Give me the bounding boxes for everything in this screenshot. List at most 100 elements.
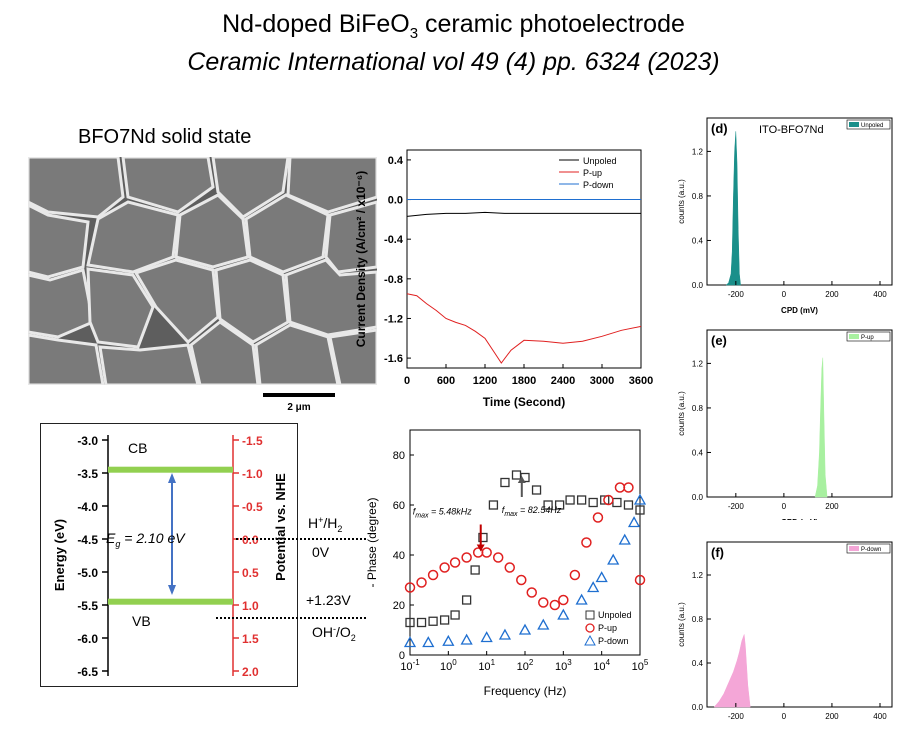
data-point-unpoled <box>439 615 450 625</box>
energy-tick-label: -4.0 <box>77 500 98 514</box>
data-point-unpoled <box>588 497 598 508</box>
potential-tick-label: 2.0 <box>242 665 259 679</box>
histogram-area <box>814 357 828 498</box>
data-point-p-up <box>449 557 461 568</box>
x-tick-label: 200 <box>825 290 839 299</box>
y-tick-label: -1.2 <box>384 313 403 325</box>
y-tick-label: -1.6 <box>384 353 403 365</box>
cpd-histogram-p-down: 0.0 0.4 0.8 1.2 -200 0 200 400 counts (a.u.) (f) P… <box>677 541 893 721</box>
annotation-fmax: fmax = 5.48kHz <box>413 507 473 520</box>
scale-bar-label: 2 μm <box>287 402 311 413</box>
data-point-unpoled <box>428 616 438 626</box>
y-tick-label: 0.4 <box>692 236 704 245</box>
data-point-unpoled <box>623 500 634 510</box>
data-point-p-down <box>442 634 455 646</box>
data-point-unpoled <box>405 617 415 628</box>
data-point-p-up <box>569 569 581 581</box>
panel-label: (f) <box>711 545 724 560</box>
data-point-p-up <box>603 494 614 506</box>
data-point-p-up <box>634 574 646 586</box>
x-tick-label: 101 <box>478 658 495 673</box>
x-tick-label: 200 <box>825 502 839 511</box>
plot-frame <box>706 117 893 286</box>
cb-label: CB <box>128 440 147 456</box>
legend-swatch <box>849 546 859 551</box>
band-gap-label: Eg = 2.10 eV <box>106 530 186 549</box>
x-tick-label: 0 <box>782 502 787 511</box>
data-point-p-up <box>439 562 450 573</box>
y-tick-label: 60 <box>393 500 405 512</box>
x-axis-label: CPD (mV) <box>781 518 818 520</box>
sem-image <box>28 157 377 385</box>
y-tick-label: -0.4 <box>384 234 404 246</box>
data-point-unpoled <box>470 565 480 575</box>
data-point-unpoled <box>600 495 610 505</box>
plot-frame <box>706 329 893 498</box>
y-tick-label: 0.4 <box>692 659 704 668</box>
histogram-area <box>713 634 751 708</box>
h2-potential: 0V <box>312 544 330 560</box>
energy-tick-label: -5.5 <box>77 599 98 613</box>
y-tick-label: 0.8 <box>692 615 704 624</box>
y-axis-label: - Phase (degree) <box>365 497 379 587</box>
data-point-p-down <box>575 593 588 605</box>
vb-label: VB <box>132 613 151 629</box>
x-axis-label: CPD (mV) <box>781 306 818 315</box>
data-point-unpoled <box>488 500 499 510</box>
data-point-unpoled <box>500 477 510 488</box>
y-axis-label: Current Density (A/cm² / x10⁻⁶) <box>354 171 368 348</box>
y-tick-label: 40 <box>393 550 405 562</box>
h2-couple-label: H+/H2 <box>308 515 342 534</box>
y-tick-label: 0.0 <box>692 281 704 290</box>
scale-bar <box>263 393 335 397</box>
data-point-p-up <box>427 569 439 581</box>
data-point-p-up <box>538 597 549 608</box>
y-axis-label: counts (a.u.) <box>677 602 686 647</box>
citation: Ceramic International vol 49 (4) pp. 632… <box>187 48 720 76</box>
y-tick-label: 80 <box>393 450 405 462</box>
band-diagram: -3.0 -3.5 -4.0 -4.5 -5.0 -5.5 -6.0 -6.5 Energy (… <box>52 434 366 679</box>
x-tick-label: 104 <box>593 658 610 673</box>
potential-tick-label: -1.0 <box>242 467 263 481</box>
x-tick-label: 105 <box>632 658 649 673</box>
x-tick-label: -200 <box>728 290 745 299</box>
current-density-chart: 0 600 1200 1800 2400 3000 3600 0.4 0.0 -0.4 -0.8 -1… <box>354 149 653 409</box>
series-line-unpoled <box>406 211 641 217</box>
data-point-unpoled <box>554 500 565 510</box>
y-tick-label: 20 <box>393 600 405 612</box>
data-point-unpoled <box>478 532 488 543</box>
plot-frame <box>409 429 641 656</box>
y-tick-label: 1.2 <box>692 359 704 368</box>
x-axis-label: Time (Second) <box>483 395 565 409</box>
legend-box <box>846 331 891 342</box>
data-point-p-down <box>460 633 473 645</box>
data-point-unpoled <box>450 610 460 620</box>
y-tick-label: -0.8 <box>384 274 403 286</box>
data-point-p-up <box>481 547 492 558</box>
data-point-p-down <box>633 493 647 505</box>
x-tick-label: 600 <box>437 375 455 387</box>
band-diagram-frame <box>40 423 298 687</box>
x-tick-label: 2400 <box>551 375 575 387</box>
data-point-p-up <box>614 482 626 493</box>
data-point-p-down <box>627 516 641 528</box>
valence-band <box>108 598 233 605</box>
legend-label: P-down <box>598 636 629 646</box>
energy-tick-label: -6.0 <box>77 632 98 646</box>
data-point-p-up <box>549 599 561 611</box>
plot-frame <box>706 541 893 708</box>
data-point-p-down <box>422 636 435 648</box>
legend-label: P-up <box>583 168 602 178</box>
legend-label: P-down <box>861 547 881 553</box>
energy-tick-label: -6.5 <box>77 665 98 679</box>
y-tick-label: 1.2 <box>692 571 704 580</box>
energy-tick-label: -4.5 <box>77 533 98 547</box>
data-point-unpoled <box>511 470 522 480</box>
x-tick-label: 1800 <box>512 375 536 387</box>
potential-tick-label: 0.0 <box>242 533 259 547</box>
potential-axis-label: Potential vs. NHE <box>273 473 288 581</box>
legend-box <box>846 119 891 130</box>
data-point-p-down <box>595 571 608 583</box>
data-point-p-up <box>558 594 569 606</box>
data-point-p-up <box>461 552 472 563</box>
